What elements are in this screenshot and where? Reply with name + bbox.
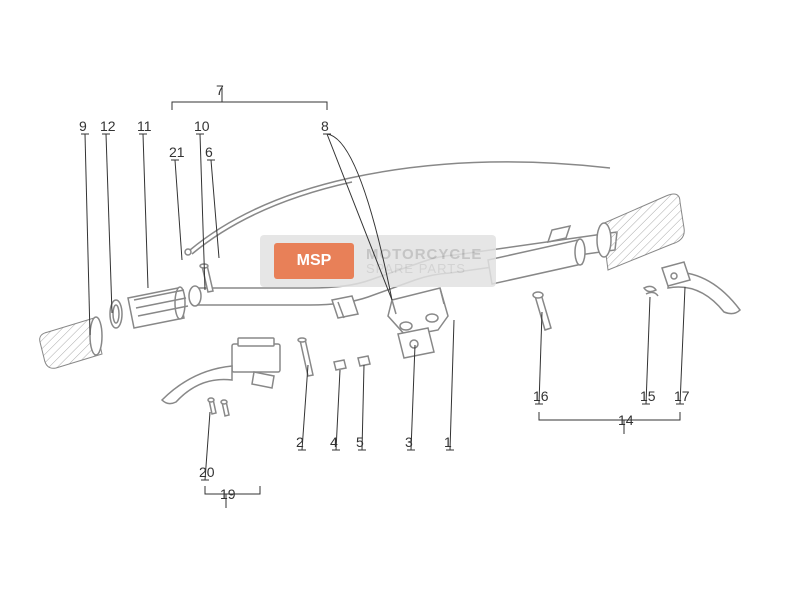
callout-9: 9: [79, 118, 87, 134]
watermark-line2: SPARE PARTS: [366, 262, 482, 275]
callout-16: 16: [533, 388, 549, 404]
callout-10: 10: [194, 118, 210, 134]
callout-15: 15: [640, 388, 656, 404]
watermark-line1: MOTORCYCLE: [366, 247, 482, 262]
callout-11: 11: [137, 118, 152, 134]
callout-14: 14: [618, 412, 634, 428]
right-grip: [597, 194, 684, 270]
callout-1: 1: [444, 434, 452, 450]
master-cylinder: [162, 338, 280, 404]
callout-20: 20: [199, 464, 215, 480]
steering-clamp: [388, 288, 448, 336]
left-grip: [40, 317, 102, 368]
sleeve-11: [128, 287, 188, 328]
lever-spring: [644, 286, 658, 296]
callout-4: 4: [330, 434, 338, 450]
clamp-bolts: [298, 328, 434, 376]
callout-2: 2: [296, 434, 304, 450]
callout-7: 7: [216, 82, 224, 98]
ring-12: [110, 300, 122, 328]
right-brake-lever: [662, 262, 740, 314]
callout-17: 17: [674, 388, 690, 404]
watermark-logo-text: MSP: [297, 252, 332, 270]
callout-12: 12: [100, 118, 116, 134]
callout-19: 19: [220, 486, 236, 502]
callout-6: 6: [205, 144, 213, 160]
callout-8: 8: [321, 118, 329, 134]
watermark-logo: MSP: [274, 243, 354, 279]
callout-3: 3: [405, 434, 413, 450]
exploded-diagram: [0, 0, 800, 600]
watermark: MSP MOTORCYCLE SPARE PARTS: [260, 235, 496, 287]
screws-20: [208, 398, 229, 416]
callout-5: 5: [356, 434, 364, 450]
callout-21: 21: [169, 144, 185, 160]
watermark-brand: MOTORCYCLE SPARE PARTS: [366, 247, 482, 275]
screw-16: [533, 292, 551, 330]
